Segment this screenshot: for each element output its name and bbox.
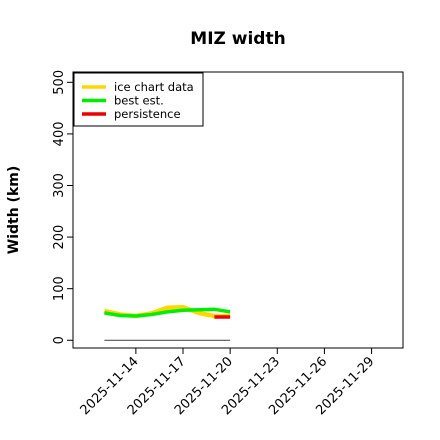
legend-label: persistence bbox=[114, 107, 181, 121]
series-line-best-est- bbox=[104, 307, 231, 318]
y-axis-label: Width (km) bbox=[6, 166, 22, 255]
y-tick-label: 100 bbox=[52, 276, 67, 301]
legend-box bbox=[73, 72, 204, 127]
series-layer bbox=[103, 304, 231, 319]
chart-title: MIZ width bbox=[190, 29, 285, 49]
y-axis: 0 100 200 300 400 500 bbox=[52, 70, 73, 344]
y-tick-label: 200 bbox=[52, 225, 67, 250]
legend-label: best est. bbox=[114, 94, 164, 108]
plot-frame bbox=[72, 71, 404, 349]
legend-label: ice chart data bbox=[114, 80, 194, 94]
y-tick-label: 0 bbox=[52, 336, 67, 344]
y-tick-label: 400 bbox=[52, 121, 67, 146]
x-axis: 2025-11-142025-11-172025-11-202025-11-23… bbox=[78, 348, 377, 418]
y-tick-label: 500 bbox=[52, 70, 67, 95]
y-tick-label: 300 bbox=[52, 173, 67, 198]
